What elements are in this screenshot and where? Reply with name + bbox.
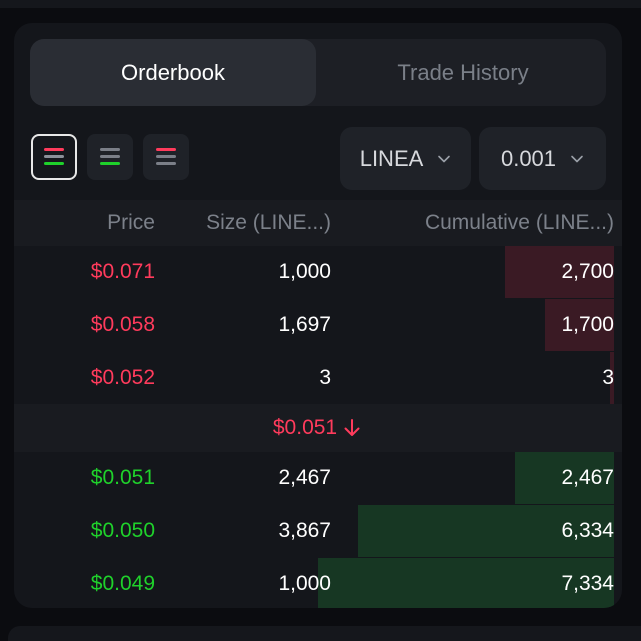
view-both-button[interactable] [31, 134, 77, 180]
bid-depth-bar [358, 505, 614, 557]
arrow-down-icon [344, 419, 360, 436]
bid-price: $0.050 [90, 519, 155, 542]
tab-bar: Orderbook Trade History [30, 39, 606, 106]
precision-select[interactable]: 0.001 [479, 127, 606, 190]
ask-depth-bar [610, 352, 614, 404]
chevron-down-icon [571, 155, 583, 162]
bid-cumulative: 6,334 [561, 519, 614, 542]
mid-price-row: $0.051 [14, 404, 622, 452]
ask-size: 1,000 [278, 260, 331, 283]
bid-depth-bar [515, 452, 614, 504]
mid-price: $0.051 [272, 416, 338, 439]
bid-size: 1,000 [278, 572, 331, 595]
column-header-price: Price [107, 211, 155, 234]
ask-size: 1,697 [278, 313, 331, 336]
view-bids-button[interactable] [87, 134, 133, 180]
tab-trade-history[interactable]: Trade History [397, 60, 529, 85]
ask-price: $0.071 [90, 260, 155, 283]
view-asks-button[interactable] [143, 134, 189, 180]
column-header-size: Size (LINE...) [206, 211, 331, 234]
ask-price: $0.052 [90, 366, 155, 389]
tab-orderbook[interactable]: Orderbook [30, 39, 316, 106]
ask-depth-bar [505, 246, 614, 298]
ask-row[interactable]: $0.052 3 3 [14, 352, 622, 404]
ask-cumulative: 1,700 [561, 313, 614, 336]
bid-row[interactable]: $0.051 2,467 2,467 [14, 452, 622, 504]
top-panel-edge [0, 0, 641, 8]
bid-row[interactable]: $0.049 1,000 7,334 [14, 558, 622, 608]
chevron-down-icon [438, 155, 451, 162]
precision-select-value: 0.001 [500, 145, 557, 171]
ask-price: $0.058 [90, 313, 155, 336]
bid-row[interactable]: $0.050 3,867 6,334 [14, 505, 622, 557]
ask-row[interactable]: $0.071 1,000 2,700 [14, 246, 622, 298]
bid-size: 2,467 [278, 466, 331, 489]
orderbook-asks-icon [156, 148, 176, 166]
ask-cumulative: 3 [602, 366, 614, 389]
ask-cumulative: 2,700 [561, 260, 614, 283]
bid-depth-bar [318, 558, 614, 608]
bid-price: $0.051 [90, 466, 155, 489]
bottom-panel-edge [8, 626, 641, 641]
ask-size: 3 [319, 366, 331, 389]
bid-cumulative: 7,334 [561, 572, 614, 595]
asset-select[interactable]: LINEA [340, 127, 471, 190]
column-header-cumulative: Cumulative (LINE...) [424, 211, 614, 234]
orderbook-both-icon [44, 148, 64, 166]
bid-cumulative: 2,467 [561, 466, 614, 489]
orderbook-bids-icon [100, 148, 120, 166]
ask-depth-bar [545, 299, 614, 351]
orderbook-panel: Orderbook Trade History LINEA 0.001 [14, 23, 622, 608]
bid-size: 3,867 [278, 519, 331, 542]
asset-select-value: LINEA [359, 145, 424, 171]
column-header-row: Price Size (LINE...) Cumulative (LINE...… [14, 200, 622, 246]
ask-row[interactable]: $0.058 1,697 1,700 [14, 299, 622, 351]
bid-price: $0.049 [90, 572, 155, 595]
